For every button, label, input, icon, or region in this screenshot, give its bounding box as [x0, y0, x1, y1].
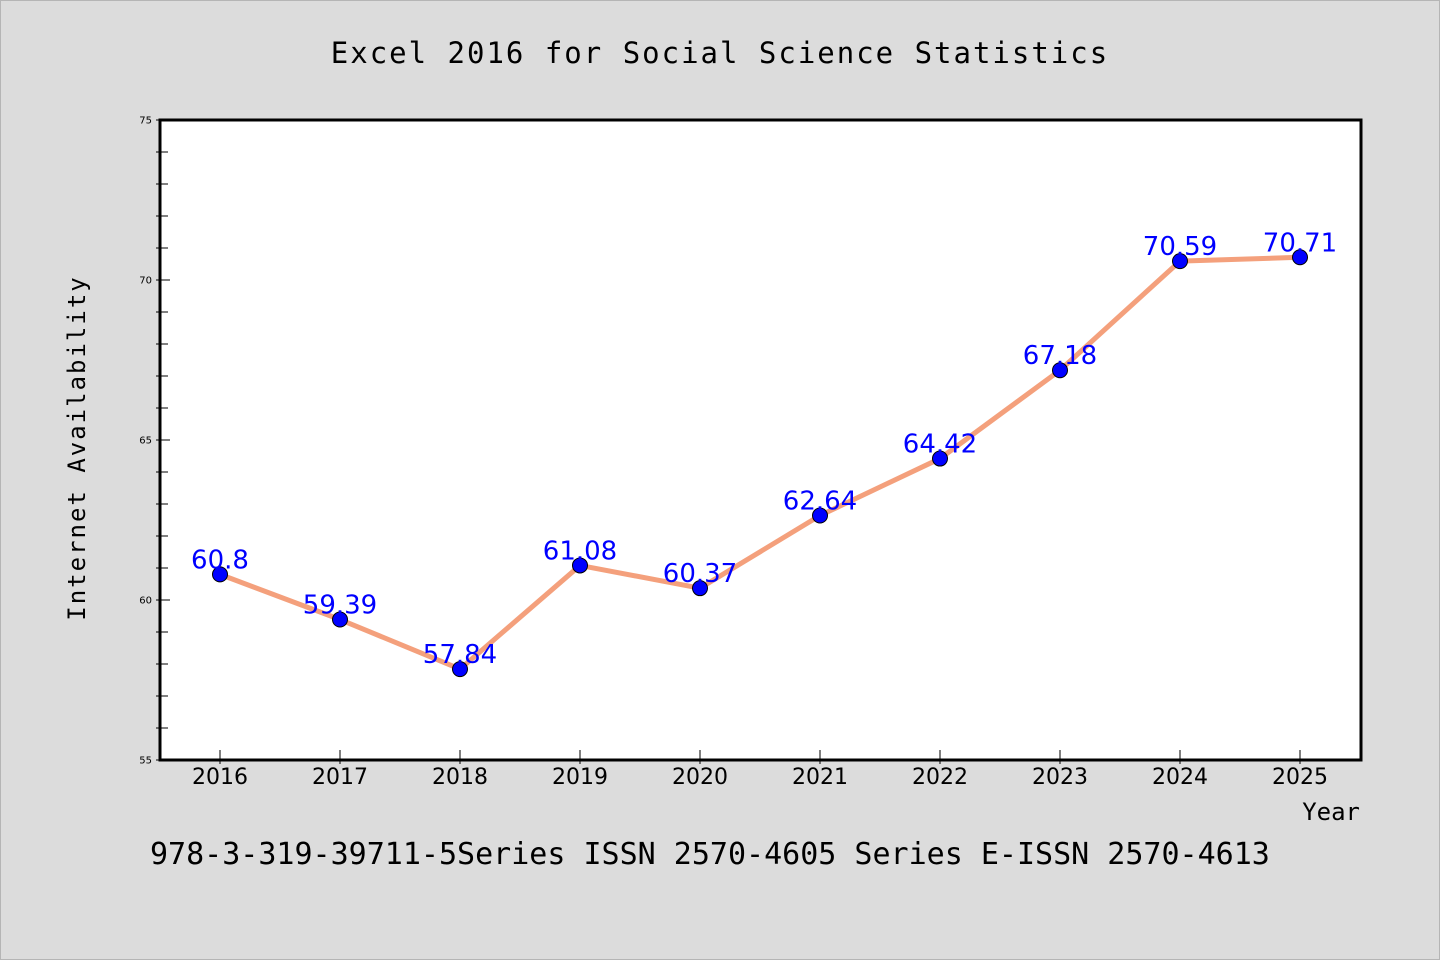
data-point — [692, 580, 708, 597]
x-tick-label: 2025 — [1272, 765, 1328, 790]
x-tick-label: 2024 — [1152, 765, 1208, 790]
data-point — [1292, 249, 1308, 266]
data-point — [212, 566, 228, 583]
x-tick-label: 2017 — [312, 765, 368, 790]
x-tick-label: 2022 — [912, 765, 968, 790]
data-point — [452, 661, 468, 678]
series-line — [217, 254, 1303, 672]
data-point — [572, 557, 588, 574]
y-axis: 55 60 65 70 75 — [139, 116, 170, 767]
x-tick-label: 2016 — [192, 765, 248, 790]
plot-area — [158, 118, 1363, 762]
data-point — [1172, 253, 1188, 270]
chart-title: Excel 2016 for Social Science Statistics — [331, 36, 1109, 70]
data-label: 64.42 — [903, 430, 977, 460]
y-tick-label: 70 — [139, 276, 152, 287]
x-axis: 2016 2017 2018 2019 2020 2021 2022 2023 2024 2025 — [192, 750, 1328, 790]
y-axis-label: Internet Availability — [63, 275, 91, 620]
x-tick-label: 2023 — [1032, 765, 1088, 790]
y-tick-label: 75 — [139, 116, 152, 127]
data-point — [812, 507, 828, 524]
x-tick-label: 2019 — [552, 765, 608, 790]
footer-text: 978-3-319-39711-5Series ISSN 2570-4605 S… — [150, 837, 1270, 872]
data-point — [332, 611, 348, 628]
data-label: 60.37 — [663, 559, 737, 589]
data-label: 60.8 — [191, 545, 249, 575]
y-tick-label: 55 — [139, 756, 152, 767]
y-tick-label: 65 — [139, 436, 152, 447]
data-label: 59.39 — [303, 591, 377, 621]
data-label: 61.08 — [543, 536, 617, 566]
data-label: 70.59 — [1143, 232, 1217, 262]
data-label: 67.18 — [1023, 341, 1097, 371]
x-tick-label: 2018 — [432, 765, 488, 790]
data-label: 62.64 — [783, 487, 857, 517]
x-tick-label: 2020 — [672, 765, 728, 790]
data-point — [1052, 362, 1068, 379]
x-axis-label: Year — [1302, 798, 1360, 826]
x-tick-label: 2021 — [792, 765, 848, 790]
y-tick-label: 60 — [139, 596, 152, 607]
data-label: 57.84 — [423, 640, 497, 670]
data-point — [932, 450, 948, 467]
data-label: 70.71 — [1263, 228, 1337, 258]
series-internet-availability: 60.8 59.39 57.84 61.08 60.37 62.64 64.42 67.18 7… — [191, 228, 1337, 678]
